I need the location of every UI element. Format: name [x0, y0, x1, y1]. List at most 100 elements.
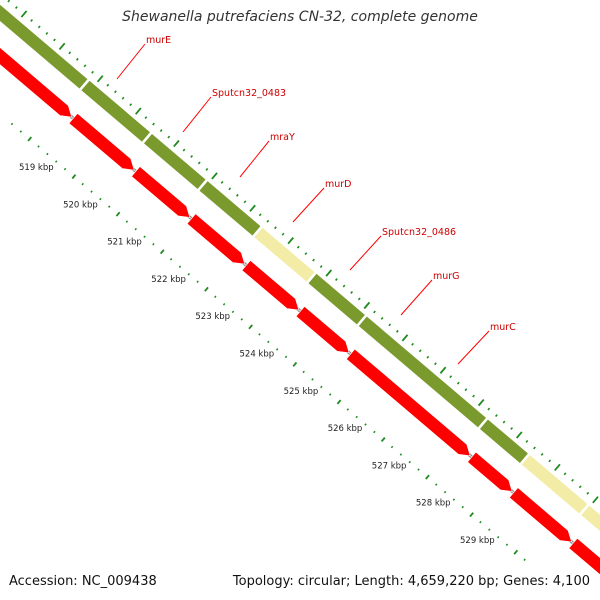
outer-major-tick [249, 204, 256, 212]
outer-major-tick [515, 431, 523, 439]
cds-arrow [186, 213, 246, 265]
inner-minor-tick [408, 460, 411, 464]
inner-minor-tick [222, 303, 226, 306]
inner-minor-tick [275, 348, 279, 351]
outer-minor-tick [395, 329, 399, 333]
gene-label-leader-line [182, 96, 212, 133]
kbp-label: 522 kbp [151, 275, 186, 285]
outer-minor-tick [312, 258, 315, 262]
inner-minor-tick [10, 122, 14, 126]
inner-major-tick [513, 549, 519, 555]
outer-major-tick [20, 10, 28, 18]
outer-minor-tick [30, 19, 34, 22]
cds-arrow [467, 451, 513, 492]
cog-feature-block [0, 3, 89, 90]
cog-feature-block [307, 272, 366, 326]
outer-minor-tick [464, 388, 468, 392]
inner-minor-tick [240, 318, 244, 321]
gene-label-leader-line [116, 43, 146, 80]
inner-minor-tick [178, 265, 182, 268]
cds-arrow [568, 537, 600, 576]
outer-major-tick [554, 463, 561, 471]
inner-minor-tick [417, 468, 420, 471]
cds-arrow [241, 259, 300, 311]
inner-minor-tick [355, 415, 358, 419]
outer-minor-tick [106, 83, 110, 87]
outer-minor-tick [456, 381, 460, 385]
inner-minor-tick [169, 257, 173, 261]
outer-minor-tick [266, 219, 270, 223]
gene-labels: murE Sputcn32_0483 mraY murD Sputcn32_0486mu… [116, 35, 516, 365]
cog-feature-block [520, 454, 589, 515]
kbp-labels: 519 kbp 520 kbp 521 kbp 522 kbp 523 kbp 524 k… [19, 163, 495, 546]
outer-major-tick [477, 398, 485, 407]
inner-minor-tick [196, 280, 199, 284]
cog-feature-block [80, 79, 151, 143]
outer-minor-tick [380, 316, 384, 320]
kbp-label: 528 kbp [416, 499, 451, 509]
outer-minor-tick [335, 278, 338, 281]
inner-major-tick [204, 286, 209, 292]
cds-arrow [345, 348, 471, 457]
cog-feature-block [580, 504, 600, 532]
outer-minor-tick [83, 64, 87, 68]
inner-minor-tick [284, 355, 288, 359]
outer-minor-tick [357, 297, 361, 301]
outer-major-tick [96, 75, 104, 83]
inner-minor-tick [320, 385, 323, 389]
kbp-label: 526 kbp [328, 424, 363, 434]
outer-minor-tick [373, 310, 376, 314]
outer-major-tick [211, 172, 218, 180]
inner-major-tick [248, 324, 253, 330]
inner-minor-tick [461, 505, 464, 509]
outer-minor-tick [228, 187, 232, 191]
inner-minor-tick [373, 430, 376, 434]
outer-minor-tick [487, 407, 491, 411]
outer-minor-tick [281, 232, 285, 236]
outer-minor-tick [304, 252, 308, 256]
inner-minor-tick [152, 242, 155, 246]
cds-arrow [0, 47, 73, 118]
map-title: Shewanella putrefaciens CN-32, complete … [122, 9, 478, 25]
inner-minor-tick [479, 520, 482, 524]
inner-minor-tick [302, 370, 305, 374]
inner-minor-tick [63, 167, 67, 171]
inner-minor-tick [505, 543, 509, 546]
outer-minor-tick [129, 103, 133, 107]
accession-text: Accession: NC_009438 [9, 574, 157, 589]
outer-minor-tick [159, 129, 163, 133]
outer-minor-tick [411, 342, 414, 346]
outer-minor-tick [571, 478, 574, 482]
inner-minor-tick [187, 273, 190, 276]
inner-minor-tick [46, 152, 49, 156]
gene-label-leader-line [457, 330, 490, 365]
cds-arrow [295, 305, 350, 354]
inner-minor-tick [231, 310, 235, 314]
outer-minor-tick [167, 135, 171, 139]
inner-major-tick [71, 174, 77, 180]
outer-minor-tick [510, 427, 514, 430]
outer-minor-tick [205, 168, 209, 171]
inner-minor-tick [37, 145, 40, 148]
outer-minor-tick [563, 472, 567, 476]
outer-major-tick [287, 237, 294, 245]
cog-feature-block [479, 418, 529, 464]
outer-minor-tick [502, 420, 506, 424]
inner-minor-tick [99, 197, 102, 201]
gene-label: murD [325, 179, 352, 190]
cog-feature-block [357, 315, 487, 429]
outer-major-tick [325, 269, 333, 277]
gene-label: Sputcn32_0483 [212, 88, 286, 99]
outer-minor-tick [426, 355, 430, 359]
inner-minor-tick [54, 160, 58, 163]
gene-label: mraY [270, 132, 295, 143]
gene-label-leader-line [239, 140, 270, 178]
inner-minor-tick [523, 558, 526, 561]
outer-tick-ring [7, 0, 599, 504]
outer-minor-tick [472, 394, 475, 398]
kbp-label: 520 kbp [63, 200, 98, 210]
inner-minor-tick [346, 408, 350, 411]
cog-feature-block [198, 180, 262, 237]
